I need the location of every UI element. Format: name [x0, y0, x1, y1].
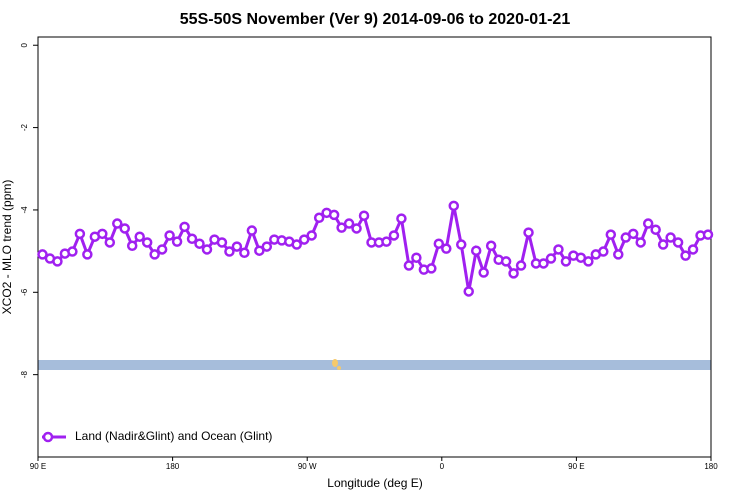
point — [216, 237, 228, 248]
x-tick-label: 180 — [704, 462, 718, 471]
point — [141, 237, 153, 248]
point — [396, 213, 407, 224]
point — [52, 256, 63, 267]
point — [702, 229, 714, 240]
point — [455, 239, 467, 250]
point — [605, 229, 617, 240]
legend-label: Land (Nadir&Glint) and Ocean (Glint) — [75, 429, 272, 443]
point — [448, 200, 460, 212]
x-tick-label: 180 — [166, 462, 180, 471]
point — [463, 286, 474, 297]
point — [553, 244, 564, 255]
x-tick-label: 90 E — [30, 462, 46, 471]
y-tick-label: -4 — [20, 206, 29, 214]
chart-title: 55S-50S November (Ver 9) 2014-09-06 to 2… — [180, 11, 571, 28]
point — [381, 236, 392, 247]
point — [171, 236, 183, 247]
point — [37, 249, 48, 260]
point — [231, 241, 243, 252]
point — [642, 218, 654, 229]
point — [627, 228, 639, 240]
y-tick-label: 0 — [20, 42, 29, 47]
point — [67, 246, 78, 257]
point — [583, 256, 594, 267]
point — [82, 249, 93, 260]
point — [680, 250, 691, 261]
point — [433, 238, 445, 249]
point — [657, 239, 669, 250]
y-tick-label: -2 — [20, 123, 29, 131]
point — [545, 253, 557, 264]
point — [485, 240, 497, 252]
x-tick-label: 90 W — [298, 462, 317, 471]
point — [74, 228, 86, 240]
legend-marker — [42, 431, 54, 443]
point — [156, 244, 168, 255]
point — [336, 222, 347, 233]
point — [261, 241, 273, 252]
point — [149, 249, 160, 260]
point — [224, 246, 235, 257]
point — [119, 223, 130, 234]
x-tick-label: 0 — [440, 462, 445, 471]
point — [358, 210, 370, 221]
x-axis-label: Longitude (deg E) — [327, 476, 422, 490]
point — [441, 243, 452, 254]
point — [508, 268, 519, 279]
point — [403, 260, 415, 271]
point — [246, 225, 258, 236]
point — [164, 230, 175, 241]
point — [343, 218, 355, 229]
point — [598, 246, 609, 257]
point — [179, 221, 190, 233]
point — [426, 263, 437, 274]
point — [313, 212, 325, 224]
point — [134, 231, 145, 242]
point — [328, 209, 340, 221]
point — [650, 224, 661, 235]
point — [291, 239, 302, 250]
point — [538, 258, 549, 269]
land-spot — [337, 366, 341, 370]
point — [478, 267, 489, 278]
land-spot — [332, 359, 338, 367]
plot-frame — [37, 36, 712, 458]
point — [298, 234, 310, 245]
y-tick-label: -8 — [20, 371, 29, 379]
series-line — [41, 205, 709, 292]
point — [201, 244, 213, 255]
point — [687, 244, 699, 255]
point — [112, 218, 123, 229]
point — [388, 230, 400, 241]
point — [351, 223, 362, 234]
point — [97, 228, 108, 240]
point — [500, 256, 512, 267]
x-tick-label: 90 E — [568, 462, 584, 471]
point — [515, 260, 527, 271]
point — [672, 237, 684, 248]
point — [560, 256, 572, 267]
point — [254, 245, 265, 256]
point — [635, 237, 646, 248]
y-tick-label: -6 — [20, 288, 29, 296]
land-strip — [38, 360, 711, 370]
point — [470, 245, 482, 256]
point — [239, 247, 250, 259]
point — [411, 252, 422, 263]
point — [523, 227, 534, 238]
point — [665, 232, 676, 243]
point — [613, 249, 624, 260]
point — [194, 238, 205, 249]
point — [306, 230, 317, 241]
point — [126, 240, 138, 252]
y-axis-label: XCO2 - MLO trend (ppm) — [0, 180, 14, 315]
point — [186, 233, 198, 245]
point — [104, 237, 116, 248]
